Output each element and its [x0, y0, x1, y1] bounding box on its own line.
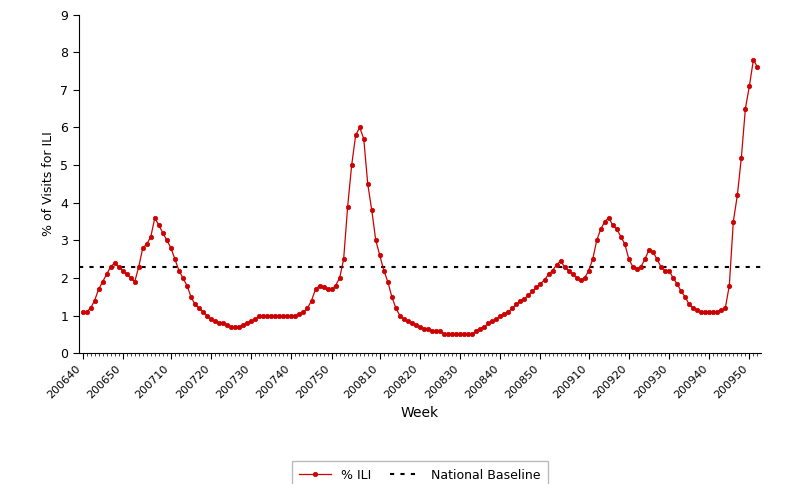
% ILI — [656, 264, 666, 270]
% ILI — [440, 332, 449, 337]
National Baseline — [78, 264, 87, 270]
Legend: % ILI, National Baseline: % ILI, National Baseline — [292, 461, 548, 484]
% ILI — [78, 309, 87, 315]
% ILI — [620, 241, 630, 247]
% ILI — [753, 64, 762, 70]
Y-axis label: % of Visits for ILI: % of Visits for ILI — [42, 132, 54, 236]
% ILI — [608, 223, 618, 228]
% ILI — [258, 313, 268, 318]
National Baseline — [82, 264, 91, 270]
X-axis label: Week: Week — [401, 407, 439, 420]
% ILI — [749, 57, 758, 62]
% ILI — [725, 283, 734, 288]
Line: % ILI: % ILI — [80, 58, 760, 337]
% ILI — [343, 204, 352, 210]
